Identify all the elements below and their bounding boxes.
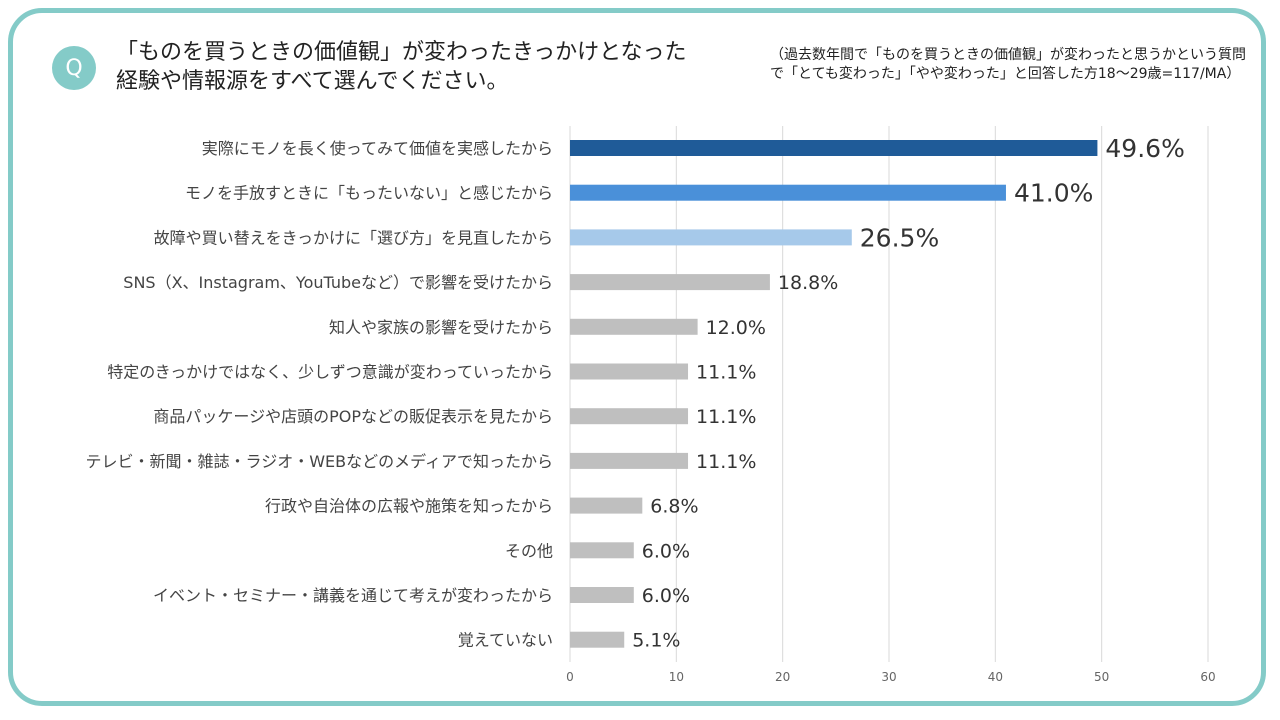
category-label: 特定のきっかけではなく、少しずつ意識が変わっていったから bbox=[107, 363, 553, 382]
value-label: 5.1% bbox=[632, 630, 680, 652]
value-label: 41.0% bbox=[1014, 179, 1093, 208]
bar bbox=[570, 140, 1098, 156]
x-tick-label: 60 bbox=[1200, 670, 1215, 684]
x-tick-label: 20 bbox=[775, 670, 790, 684]
value-label: 12.0% bbox=[706, 317, 766, 339]
bar bbox=[570, 497, 643, 514]
question-title: 「ものを買うときの価値観」が変わったきっかけとなった 経験や情報源をすべて選んで… bbox=[116, 40, 687, 94]
category-label: モノを手放すときに「もったいない」と感じたから bbox=[185, 184, 553, 203]
bar bbox=[570, 452, 689, 469]
category-label: 行政や自治体の広報や施策を知ったから bbox=[265, 497, 553, 516]
category-label: 知人や家族の影響を受けたから bbox=[329, 318, 553, 337]
survey-note: （過去数年間で「ものを買うときの価値観」が変わったと思うかという質問 で「とても… bbox=[770, 47, 1246, 82]
bar bbox=[570, 318, 698, 335]
category-label: テレビ・新聞・雑誌・ラジオ・WEBなどのメディアで知ったから bbox=[86, 452, 553, 471]
bar bbox=[570, 274, 770, 291]
value-label: 18.8% bbox=[778, 272, 838, 294]
bar bbox=[570, 587, 634, 603]
value-label: 6.8% bbox=[650, 496, 698, 518]
category-label: 商品パッケージや店頭のPOPなどの販促表示を見たから bbox=[153, 407, 553, 426]
value-label: 11.1% bbox=[696, 451, 756, 473]
bar bbox=[570, 363, 689, 380]
x-tick-label: 30 bbox=[881, 670, 896, 684]
category-label: 故障や買い替えをきっかけに「選び方」を見直したから bbox=[154, 228, 553, 247]
value-label: 26.5% bbox=[860, 223, 939, 252]
bar bbox=[570, 542, 634, 559]
category-label: 覚えていない bbox=[458, 631, 553, 650]
value-label: 6.0% bbox=[642, 585, 690, 607]
value-label: 6.0% bbox=[642, 540, 690, 562]
bar bbox=[570, 631, 625, 648]
category-label: 実際にモノを長く使ってみて価値を実感したから bbox=[202, 139, 553, 158]
x-tick-label: 40 bbox=[988, 670, 1003, 684]
x-tick-label: 50 bbox=[1094, 670, 1109, 684]
category-label: SNS（X、Instagram、YouTubeなど）で影響を受けたから bbox=[123, 273, 553, 292]
bar bbox=[570, 229, 852, 246]
value-label: 11.1% bbox=[696, 406, 756, 428]
category-label: イベント・セミナー・講義を通じて考えが変わったから bbox=[153, 586, 553, 605]
value-label: 49.6% bbox=[1105, 134, 1184, 163]
x-tick-label: 10 bbox=[669, 670, 684, 684]
bar bbox=[570, 184, 1006, 201]
card-frame bbox=[8, 8, 1266, 706]
bar bbox=[570, 408, 689, 425]
question-badge: Q bbox=[52, 46, 96, 90]
value-label: 11.1% bbox=[696, 362, 756, 384]
category-label: その他 bbox=[505, 541, 553, 560]
x-tick-label: 0 bbox=[566, 670, 574, 684]
